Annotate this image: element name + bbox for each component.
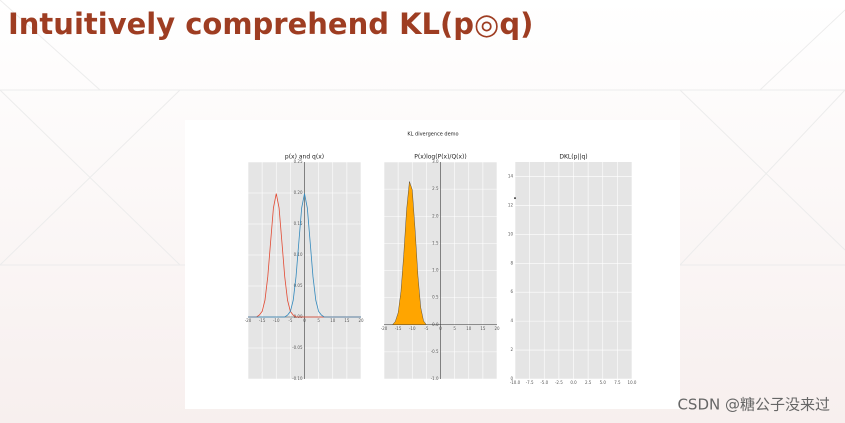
y-tick-label: 1.0 [432, 268, 439, 273]
x-tick-label: 15 [480, 326, 486, 331]
x-tick-label: -15 [395, 326, 402, 331]
y-tick-label: 0.0 [432, 322, 439, 327]
point [514, 197, 516, 200]
y-tick-label: -0.5 [431, 349, 439, 354]
y-tick-label: 12 [508, 202, 514, 207]
x-tick-label: 7.5 [614, 380, 621, 385]
y-tick-label: 2.0 [432, 213, 439, 218]
y-tick-label: 0.00 [294, 314, 303, 319]
watermark: CSDN @糖公子没来过 [677, 396, 830, 414]
x-tick-label: 0.0 [570, 380, 577, 385]
y-tick-label: 0.10 [294, 252, 303, 257]
y-tick-label: -0.05 [292, 345, 303, 350]
x-tick-label: -5 [424, 326, 428, 331]
y-tick-label: 1.5 [432, 240, 439, 245]
x-tick-label: 15 [344, 318, 350, 323]
y-tick-label: 0.05 [294, 283, 303, 288]
x-tick-label: 5.0 [600, 380, 607, 385]
plot-title: P(x)log(P(x)/Q(x)) [414, 154, 467, 161]
x-tick-label: 10 [466, 326, 472, 331]
y-tick-label: 0.20 [294, 190, 303, 195]
y-tick-label: 6 [510, 289, 513, 294]
x-tick-label: -5 [288, 318, 292, 323]
plot-title: DKL(p||q) [559, 154, 587, 161]
x-tick-label: 2.5 [585, 380, 592, 385]
x-tick-label: 5 [453, 326, 456, 331]
y-tick-label: 0 [510, 376, 513, 381]
y-tick-label: -0.10 [292, 376, 303, 381]
y-tick-label: 0.5 [432, 295, 439, 300]
x-tick-label: -10 [409, 326, 416, 331]
y-tick-label: 2 [510, 347, 513, 352]
line [248, 193, 361, 318]
x-tick-label: 20 [358, 318, 364, 323]
plot-title: p(x) and q(x) [285, 154, 324, 161]
x-tick-label: -20 [245, 318, 252, 323]
y-tick-label: -1.0 [431, 376, 439, 381]
x-tick-label: -20 [381, 326, 388, 331]
x-tick-label: -10.0 [510, 380, 521, 385]
x-tick-label: 10 [330, 318, 336, 323]
x-tick-label: 10.0 [628, 380, 637, 385]
y-tick-label: 3.0 [432, 159, 439, 164]
y-tick-label: 10 [508, 231, 514, 236]
y-tick-label: 8 [510, 260, 513, 265]
area [384, 181, 497, 325]
slide-title: Intuitively comprehend KL(p◎q) [8, 7, 533, 41]
x-tick-label: -15 [259, 318, 266, 323]
figure-title: KL divergence demo [407, 132, 458, 138]
x-tick-label: 20 [494, 326, 500, 331]
y-tick-label: 4 [510, 318, 513, 323]
x-tick-label: -7.5 [526, 380, 534, 385]
y-tick-label: 0.15 [294, 221, 303, 226]
x-tick-label: -10 [273, 318, 280, 323]
y-tick-label: 14 [508, 173, 514, 178]
y-tick-label: 2.5 [432, 186, 439, 191]
x-tick-label: 5 [317, 318, 320, 323]
y-tick-label: 0.25 [294, 159, 303, 164]
x-tick-label: -2.5 [555, 380, 563, 385]
x-tick-label: -5.0 [540, 380, 548, 385]
